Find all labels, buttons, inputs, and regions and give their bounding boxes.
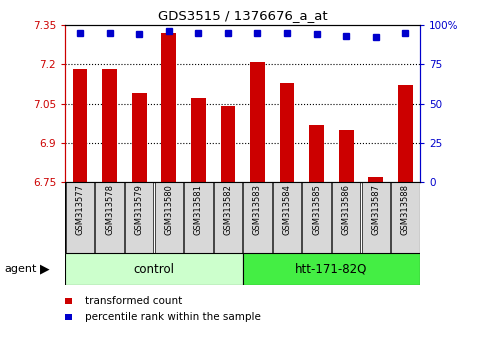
Text: GSM313582: GSM313582	[224, 184, 232, 235]
Text: GSM313583: GSM313583	[253, 184, 262, 235]
Bar	[242, 253, 420, 285]
Text: transformed count: transformed count	[85, 296, 182, 306]
Bar	[332, 182, 360, 253]
Bar	[72, 69, 87, 182]
Text: htt-171-82Q: htt-171-82Q	[295, 263, 368, 275]
Text: GSM313579: GSM313579	[135, 184, 143, 235]
Bar	[280, 82, 295, 182]
Text: GSM313580: GSM313580	[164, 184, 173, 235]
Bar	[243, 182, 272, 253]
Bar	[398, 85, 413, 182]
Bar	[132, 93, 146, 182]
Bar	[102, 69, 117, 182]
Text: GSM313581: GSM313581	[194, 184, 203, 235]
Text: GSM313587: GSM313587	[371, 184, 380, 235]
Text: GSM313584: GSM313584	[283, 184, 292, 235]
Bar	[191, 98, 206, 182]
Bar	[250, 62, 265, 182]
Bar	[213, 182, 242, 253]
Bar	[66, 182, 94, 253]
Text: GSM313586: GSM313586	[342, 184, 351, 235]
Bar	[184, 182, 213, 253]
Bar	[161, 33, 176, 182]
Bar	[369, 177, 383, 182]
Bar	[95, 182, 124, 253]
Bar	[125, 182, 154, 253]
Bar	[273, 182, 301, 253]
Text: GSM313585: GSM313585	[312, 184, 321, 235]
Bar	[391, 182, 420, 253]
Bar	[339, 130, 354, 182]
Text: control: control	[133, 263, 174, 275]
Text: GSM313578: GSM313578	[105, 184, 114, 235]
Bar	[302, 182, 331, 253]
Text: agent: agent	[5, 264, 37, 274]
Text: GSM313577: GSM313577	[75, 184, 85, 235]
Text: percentile rank within the sample: percentile rank within the sample	[85, 312, 260, 322]
Bar	[221, 106, 235, 182]
Bar	[155, 182, 183, 253]
Text: GDS3515 / 1376676_a_at: GDS3515 / 1376676_a_at	[158, 9, 327, 22]
Bar	[362, 182, 390, 253]
Bar	[309, 125, 324, 182]
Bar	[65, 253, 242, 285]
Text: GSM313588: GSM313588	[401, 184, 410, 235]
Text: ▶: ▶	[40, 263, 50, 275]
